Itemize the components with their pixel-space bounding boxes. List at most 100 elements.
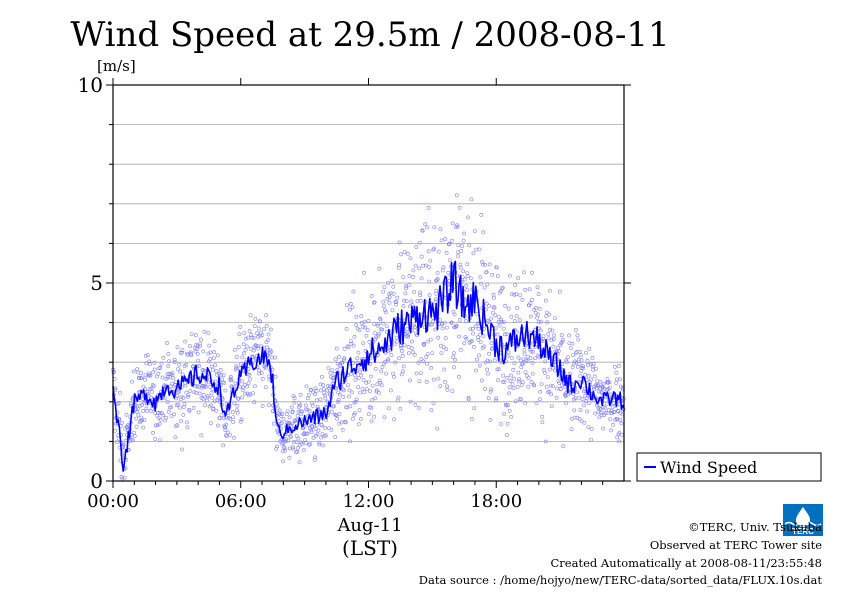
sample-point (249, 332, 254, 337)
x-tick-label: 12:00 (343, 491, 395, 512)
sample-point (201, 392, 206, 397)
sample-point (234, 366, 239, 371)
sample-point (151, 430, 156, 435)
sample-point (137, 376, 142, 381)
sample-point (228, 416, 233, 421)
sample-point (370, 383, 375, 388)
sample-point (340, 360, 345, 365)
sample-point (368, 374, 373, 379)
sample-point (296, 409, 301, 414)
x-axis-label: (LST) (342, 536, 398, 560)
sample-point (327, 386, 332, 391)
sample-point (181, 395, 186, 400)
sample-point (577, 362, 582, 367)
sample-point (222, 380, 227, 385)
sample-point (147, 359, 152, 364)
sample-point (538, 397, 542, 402)
sample-point (278, 439, 283, 444)
sample-point (185, 394, 190, 399)
sample-point (241, 342, 246, 347)
sample-point (419, 276, 424, 281)
sample-point (564, 401, 568, 406)
sample-point (423, 222, 428, 227)
sample-point (189, 353, 194, 358)
sample-point (415, 299, 420, 303)
source-text: Data source : /home/hojyo/new/TERC-data/… (418, 573, 822, 587)
sample-point (456, 243, 461, 248)
sample-point (344, 326, 349, 331)
sample-point (496, 367, 501, 372)
sample-point (502, 332, 507, 337)
sample-point (468, 327, 473, 332)
sample-point (431, 401, 436, 406)
sample-point (427, 293, 432, 298)
sample-point (380, 321, 385, 326)
sample-point (501, 373, 506, 378)
sample-point (581, 403, 586, 408)
sample-point (340, 427, 345, 432)
sample-point (547, 389, 552, 394)
sample-point (441, 345, 446, 350)
sample-point (176, 402, 181, 407)
sample-point (289, 405, 294, 410)
sample-point (619, 421, 624, 426)
sample-point (491, 305, 496, 310)
sample-point (455, 224, 460, 229)
sample-point (160, 375, 165, 380)
sample-point (553, 316, 557, 321)
sample-point (416, 405, 421, 410)
sample-point (543, 370, 547, 375)
sample-point (468, 276, 473, 281)
sample-point (506, 306, 511, 311)
sample-point (290, 445, 295, 450)
sample-point (352, 411, 357, 416)
sample-point (392, 374, 396, 379)
sample-point (591, 361, 596, 366)
sample-point (500, 286, 504, 291)
sample-point (266, 337, 271, 342)
sample-point (458, 347, 463, 352)
sample-point (428, 322, 433, 327)
sample-point (428, 258, 433, 263)
sample-point (317, 442, 322, 447)
sample-point (179, 419, 183, 424)
sample-point (116, 400, 121, 405)
sample-point (352, 334, 357, 339)
sample-point (213, 379, 218, 384)
sample-point (131, 369, 136, 374)
sample-point (317, 440, 322, 445)
sample-point (313, 386, 318, 391)
sample-point (455, 223, 460, 228)
sample-point (447, 241, 452, 246)
sample-point (273, 374, 278, 379)
sample-point (191, 406, 196, 410)
sample-point (223, 433, 228, 438)
sample-point (529, 380, 534, 385)
sample-point (203, 403, 208, 408)
sample-point (589, 427, 594, 431)
sample-point (167, 359, 172, 364)
sample-point (288, 434, 293, 439)
chart-title: Wind Speed at 29.5m / 2008-08-11 (70, 15, 669, 55)
sample-point (280, 449, 285, 454)
sample-point (442, 379, 447, 384)
sample-point (296, 445, 301, 450)
sample-point (163, 418, 168, 423)
sample-point (618, 377, 622, 382)
sample-point (181, 405, 186, 409)
sample-point (263, 366, 268, 370)
sample-point (491, 292, 496, 297)
sample-point (288, 434, 293, 439)
sample-point (379, 369, 384, 374)
sample-point (425, 361, 430, 366)
sample-point (314, 422, 319, 427)
sample-point (363, 325, 368, 330)
sample-point (114, 440, 119, 445)
sample-point (503, 402, 508, 407)
sample-point (362, 390, 367, 395)
sample-point (440, 321, 445, 326)
sample-point (188, 344, 192, 349)
sample-point (202, 368, 207, 373)
sample-point (370, 397, 375, 402)
sample-point (497, 315, 502, 320)
